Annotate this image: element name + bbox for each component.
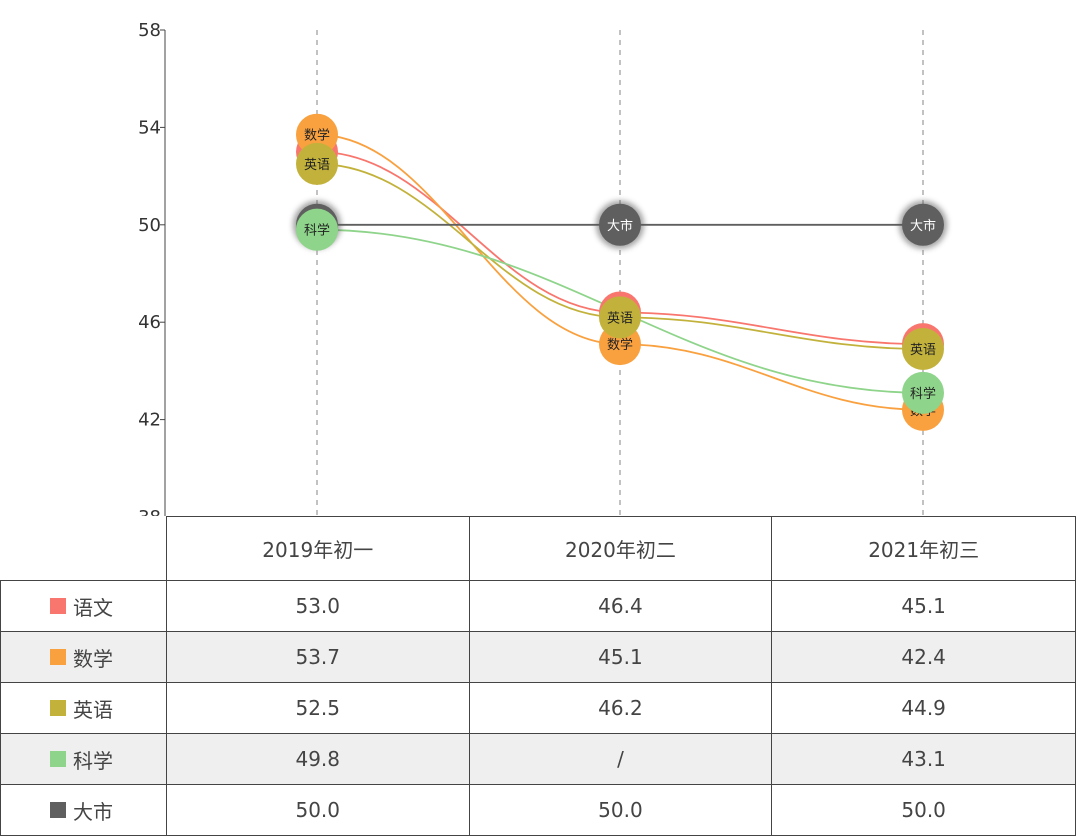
series-name-cell: 大市 (0, 784, 167, 836)
series-name: 英语 (73, 697, 113, 722)
series-points: 大市大市大市语文语文语文数学数学数学英语英语英语科学科学 (293, 113, 947, 431)
data-table: 2019年初一 2020年初二 2021年初三 语文 53.0 46.4 45.1 数学… (0, 516, 1076, 836)
data-point[interactable]: 大市 (899, 200, 947, 249)
table-row: 大市 50.0 50.0 50.0 (0, 784, 1076, 836)
y-axis: 38 42 46 50 54 58 (138, 20, 166, 516)
point-label: 数学 (607, 337, 633, 353)
value-cell: 53.7 (165, 631, 470, 683)
series-name: 大市 (73, 799, 113, 824)
y-tick-label: 38 (138, 507, 161, 516)
point-marker (902, 371, 944, 414)
column-header: 2019年初一 (165, 516, 470, 581)
series-name: 数学 (73, 646, 113, 671)
data-point[interactable]: 英语 (296, 142, 338, 185)
series-name: 语文 (73, 595, 113, 620)
value-cell: 42.4 (771, 631, 1076, 683)
point-marker (296, 208, 338, 251)
point-marker (599, 296, 641, 339)
value-cell: 43.1 (771, 733, 1076, 785)
point-label: 科学 (304, 223, 330, 239)
grid-layer (316, 30, 924, 516)
point-marker (599, 203, 641, 246)
value-cell: 49.8 (165, 733, 470, 785)
series-name-cell: 科学 (0, 733, 167, 785)
value-cell: 46.4 (468, 580, 773, 632)
legend-swatch (50, 649, 66, 665)
table-corner (0, 516, 167, 581)
series-name-cell: 语文 (0, 580, 167, 632)
point-label: 数学 (304, 128, 330, 144)
data-point[interactable]: 英语 (902, 327, 944, 370)
point-label: 大市 (910, 218, 936, 234)
value-cell: / (468, 733, 773, 785)
table-row: 英语 52.5 46.2 44.9 (0, 682, 1076, 734)
point-marker (902, 203, 944, 246)
value-cell: 45.1 (771, 580, 1076, 632)
series-name: 科学 (73, 748, 113, 773)
value-cell: 50.0 (771, 784, 1076, 836)
column-header: 2020年初二 (468, 516, 773, 581)
point-marker (296, 113, 338, 156)
value-cell: 53.0 (165, 580, 470, 632)
point-label: 英语 (607, 311, 633, 326)
point-marker (296, 142, 338, 185)
data-point[interactable]: 数学 (296, 113, 338, 156)
value-cell: 44.9 (771, 682, 1076, 734)
y-tick-label: 46 (138, 312, 161, 333)
y-tick-label: 58 (138, 20, 161, 41)
legend-swatch (50, 802, 66, 818)
table-row: 科学 49.8/43.1 (0, 733, 1076, 785)
series-name-cell: 英语 (0, 682, 167, 734)
point-label: 英语 (910, 343, 936, 358)
point-marker (902, 327, 944, 370)
data-point[interactable]: 科学 (902, 371, 944, 414)
point-label: 科学 (910, 386, 936, 402)
table-header-row: 2019年初一 2020年初二 2021年初三 (0, 516, 1076, 581)
y-tick-label: 42 (138, 410, 161, 431)
series-name-cell: 数学 (0, 631, 167, 683)
value-cell: 50.0 (468, 784, 773, 836)
value-cell: 46.2 (468, 682, 773, 734)
data-point[interactable]: 大市 (596, 200, 644, 249)
data-point[interactable]: 科学 (296, 208, 338, 251)
legend-swatch (50, 700, 66, 716)
y-tick-label: 50 (138, 215, 161, 236)
table-row: 数学 53.7 45.1 42.4 (0, 631, 1076, 683)
value-cell: 45.1 (468, 631, 773, 683)
table-row: 语文 53.0 46.4 45.1 (0, 580, 1076, 632)
point-label: 英语 (304, 158, 330, 173)
value-cell: 52.5 (165, 682, 470, 734)
point-label: 大市 (607, 218, 633, 234)
y-tick-label: 54 (138, 117, 161, 138)
legend-swatch (50, 751, 66, 767)
data-point[interactable]: 英语 (599, 296, 641, 339)
value-cell: 50.0 (165, 784, 470, 836)
column-header: 2021年初三 (771, 516, 1076, 581)
legend-swatch (50, 598, 66, 614)
line-chart: 384246505458 大市大市大市语文语文语文数学数学数学英语英语英语科学科… (138, 20, 947, 516)
